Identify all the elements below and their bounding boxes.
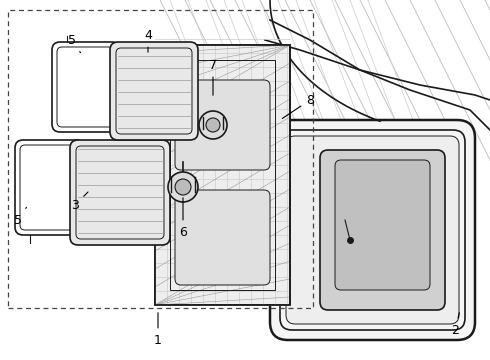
Circle shape: [175, 179, 191, 195]
FancyBboxPatch shape: [320, 150, 445, 310]
Bar: [8, 10, 313, 308]
Circle shape: [168, 172, 198, 202]
FancyBboxPatch shape: [270, 120, 475, 340]
FancyBboxPatch shape: [110, 42, 198, 140]
Text: 5: 5: [14, 207, 26, 226]
Circle shape: [206, 118, 220, 132]
Text: 3: 3: [71, 192, 88, 212]
Polygon shape: [155, 45, 290, 305]
Text: 6: 6: [179, 198, 187, 239]
Text: 8: 8: [282, 94, 314, 118]
Text: 1: 1: [154, 313, 162, 346]
FancyBboxPatch shape: [335, 160, 430, 290]
FancyBboxPatch shape: [175, 80, 270, 170]
FancyBboxPatch shape: [286, 136, 459, 324]
FancyBboxPatch shape: [175, 190, 270, 285]
Text: 7: 7: [209, 59, 217, 95]
Text: 5: 5: [68, 33, 80, 53]
Circle shape: [199, 111, 227, 139]
FancyBboxPatch shape: [70, 140, 170, 245]
Text: 4: 4: [144, 28, 152, 52]
Text: 2: 2: [451, 313, 459, 337]
